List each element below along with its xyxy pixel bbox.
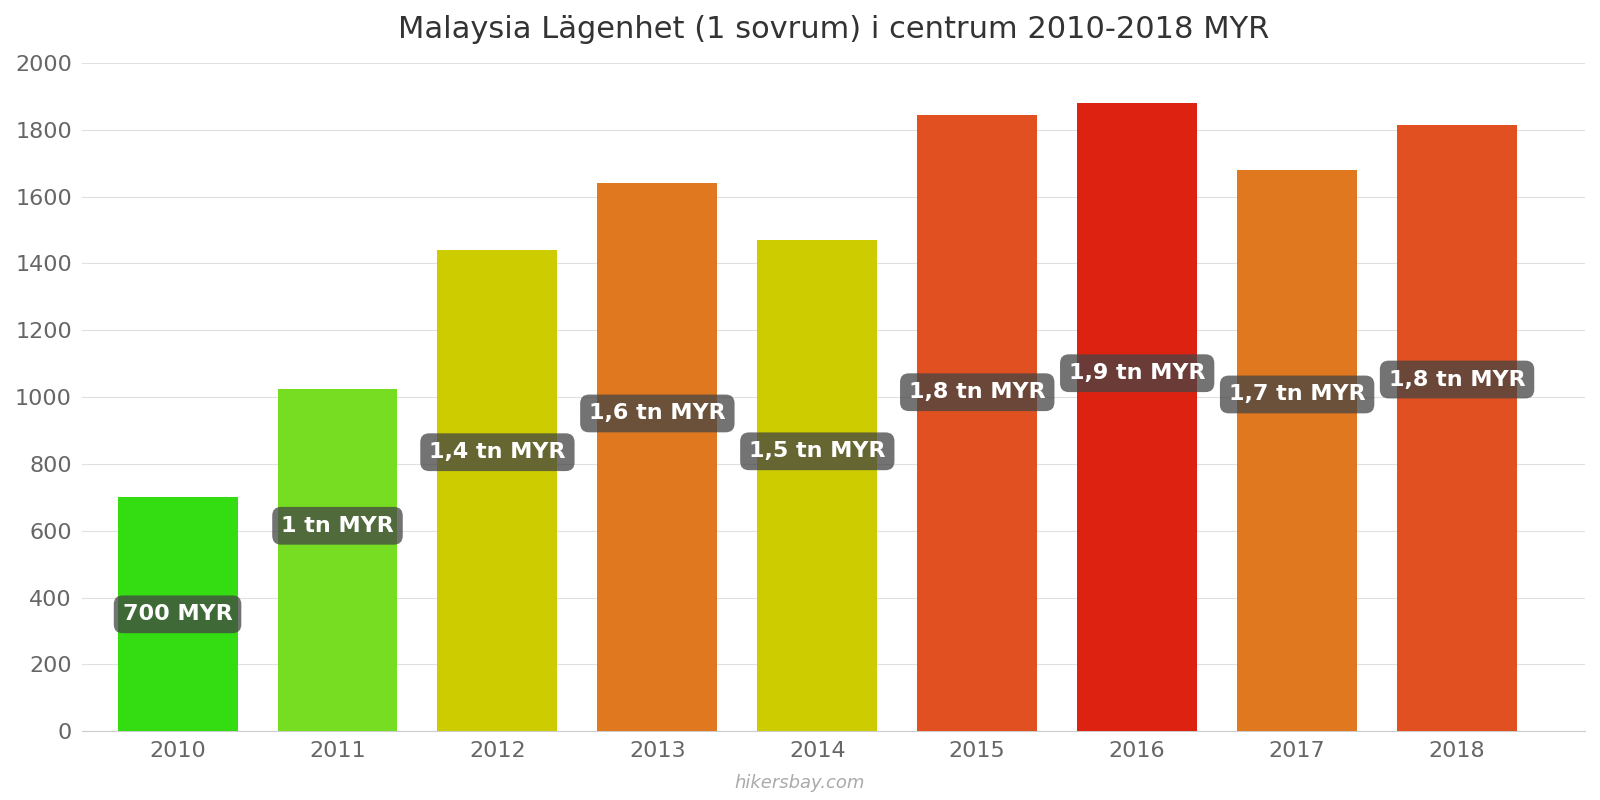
Bar — [917, 114, 1037, 731]
Title: Malaysia Lägenhet (1 sovrum) i centrum 2010-2018 MYR: Malaysia Lägenhet (1 sovrum) i centrum 2… — [398, 15, 1269, 44]
Text: 1,9 tn MYR: 1,9 tn MYR — [1069, 363, 1205, 383]
Bar — [277, 389, 397, 731]
Text: hikersbay.com: hikersbay.com — [734, 774, 866, 792]
Text: 1 tn MYR: 1 tn MYR — [282, 516, 394, 536]
Text: 1,8 tn MYR: 1,8 tn MYR — [1389, 370, 1525, 390]
Bar — [1077, 103, 1197, 731]
Text: 1,6 tn MYR: 1,6 tn MYR — [589, 403, 726, 423]
Text: 1,5 tn MYR: 1,5 tn MYR — [749, 442, 885, 462]
Bar — [757, 240, 877, 731]
Bar — [1237, 170, 1357, 731]
Bar — [597, 183, 717, 731]
Text: 700 MYR: 700 MYR — [123, 604, 232, 624]
Text: 1,8 tn MYR: 1,8 tn MYR — [909, 382, 1045, 402]
Text: 1,7 tn MYR: 1,7 tn MYR — [1229, 385, 1365, 405]
Text: 1,4 tn MYR: 1,4 tn MYR — [429, 442, 566, 462]
Bar — [437, 250, 557, 731]
Bar — [1397, 125, 1517, 731]
Bar — [117, 498, 237, 731]
